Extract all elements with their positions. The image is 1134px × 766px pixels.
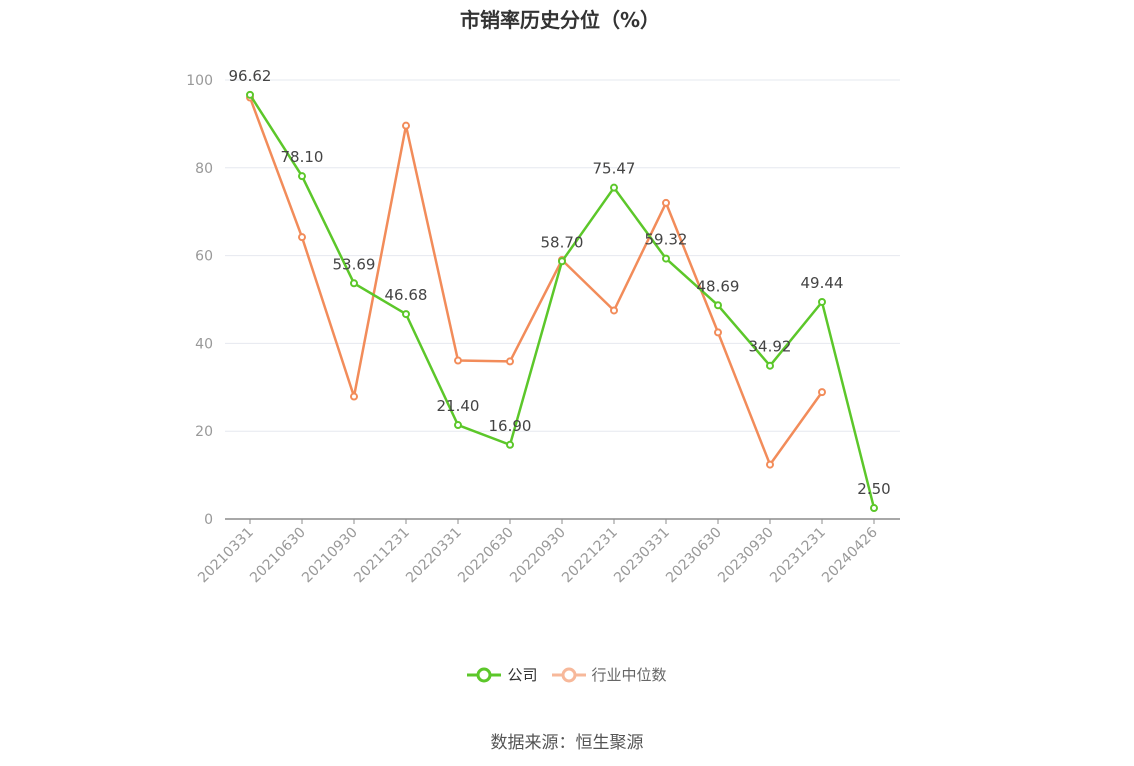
data-label: 53.69 [333,255,376,273]
series-line-0 [248,94,876,509]
data-point-0 [610,183,618,192]
x-tick-label: 20240426 [819,524,881,586]
grid-layer [225,79,900,432]
data-point-0 [714,301,722,310]
x-tick-label: 20220930 [507,525,569,587]
x-tick-label: 20211231 [351,525,413,587]
data-label: 21.40 [437,397,480,415]
data-point-1 [610,306,618,315]
y-tick-label: 0 [204,512,213,528]
x-tick-label: 20220630 [455,525,517,587]
data-point-1 [402,121,410,130]
x-tick-label: 20231231 [767,525,829,587]
legend: 公司 行业中位数 [0,664,1134,685]
data-point-1 [766,460,774,469]
data-point-0 [558,257,566,266]
data-label: 96.62 [229,67,272,85]
legend-company-label: 公司 [507,666,538,684]
data-point-0 [454,421,462,430]
legend-industry-label: 行业中位数 [591,666,667,684]
data-point-1 [506,357,514,366]
y-tick-label: 20 [195,424,213,440]
x-tick-label: 20230630 [663,525,725,587]
data-point-0 [766,361,774,370]
data-label: 2.50 [857,480,890,498]
x-tick-label: 20210930 [299,525,361,587]
chart-title: 市销率历史分位（%） [459,8,661,32]
legend-item-industry[interactable]: 行业中位数 [551,664,667,685]
data-label: 75.47 [593,160,636,178]
source-note: 数据来源：恒生聚源 [490,733,644,753]
data-point-1 [714,328,722,337]
x-tick-label: 20230331 [611,525,673,587]
data-point-0 [818,297,826,306]
data-point-1 [662,198,670,207]
legend-item-company[interactable]: 公司 [467,664,538,685]
data-point-0 [350,279,358,288]
data-point-0 [506,440,514,449]
data-point-1 [454,356,462,365]
x-tick-label: 20210630 [247,525,309,587]
y-tick-label: 40 [195,336,213,352]
data-label: 49.44 [801,274,844,292]
data-label: 46.68 [385,286,428,304]
data-point-0 [298,172,306,181]
data-point-1 [350,392,358,401]
x-tick-label: 20230930 [715,525,777,587]
x-tick-label: 20221231 [559,525,621,587]
legend-company-marker-icon [467,667,502,682]
data-label: 48.69 [697,277,740,295]
data-point-0 [662,254,670,263]
data-label: 78.10 [281,148,324,166]
data-point-0 [402,310,410,319]
data-label: 16.90 [489,417,532,435]
data-label: 34.92 [749,338,792,356]
legend-industry-marker-icon [551,667,586,682]
data-point-0 [246,90,254,99]
label-layer: 96.62 78.10 53.69 46.68 21.40 16.90 58.70 75.47… [229,67,891,498]
x-tick-label: 20210331 [195,525,257,587]
data-label: 58.70 [541,233,584,251]
data-point-1 [298,233,306,242]
x-tick-label: 20220331 [403,525,465,587]
data-label: 59.32 [645,231,688,249]
data-point-1 [818,388,826,397]
series-line-1 [248,97,824,466]
data-point-0 [870,504,878,513]
series-layer [246,90,878,513]
y-tick-label: 100 [186,73,213,89]
y-tick-label: 80 [195,161,213,177]
y-tick-label: 60 [195,249,213,265]
